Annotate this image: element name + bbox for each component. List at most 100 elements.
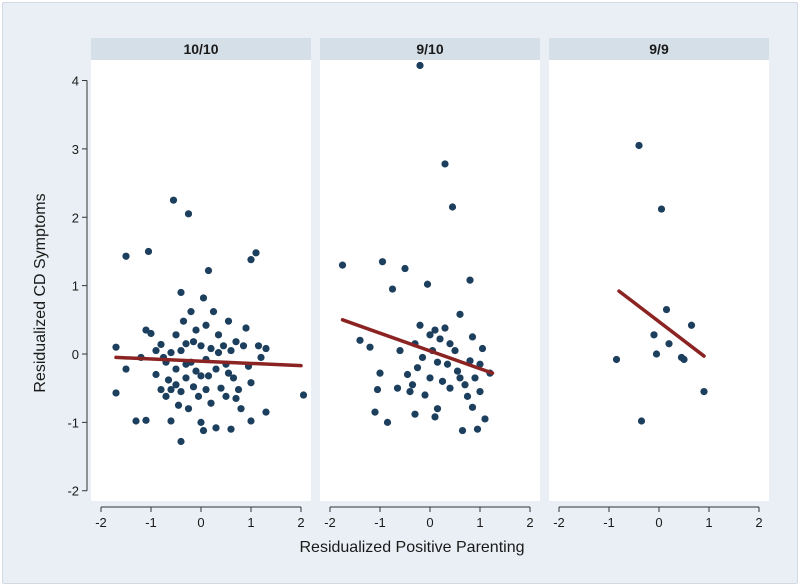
data-point [438,377,447,385]
data-point [167,385,175,394]
panel-plot-area [320,60,540,501]
data-point [177,388,185,396]
data-point [164,376,173,384]
data-point [406,388,414,396]
data-point [199,426,208,435]
data-point [204,372,213,380]
data-point [239,342,248,350]
data-point [152,346,160,355]
data-point [366,343,374,351]
data-point [371,408,379,416]
panel-plot-area [91,60,311,501]
x-tick-label: -2 [553,515,565,530]
y-tick-label: 1 [72,279,79,294]
data-point [448,203,457,211]
data-point [652,350,661,358]
fit-line [114,355,303,368]
data-point [187,308,195,316]
x-tick-label: 2 [755,515,762,530]
data-point [416,321,424,329]
x-tick-label: -2 [95,515,107,530]
panel-header [320,38,540,60]
data-point [416,61,424,70]
data-point [192,326,200,334]
data-point [378,258,387,266]
data-point [431,326,439,334]
data-point [393,384,402,392]
data-point [207,399,215,407]
data-point [383,418,392,426]
data-point [147,329,155,338]
data-point [433,405,442,413]
data-point [227,346,235,355]
data-point [214,331,223,339]
data-point [456,374,464,382]
data-point [254,342,263,350]
x-tick-label: 2 [526,515,533,530]
data-point [177,346,185,355]
x-tick-label: -1 [145,515,157,530]
y-tick-label: 4 [72,74,79,89]
data-point [122,365,130,373]
data-point [172,331,180,339]
data-point [262,408,270,416]
data-point [167,417,175,425]
data-point [650,331,658,339]
data-point [234,385,243,394]
panel-header [91,38,311,60]
data-point [199,294,208,302]
data-point [184,210,193,218]
data-point [423,280,432,288]
x-tick-label: -2 [324,515,336,530]
data-point [197,342,205,350]
data-point [441,324,449,332]
data-point [443,360,452,368]
data-point [189,338,198,346]
data-point [229,374,238,382]
data-point [189,383,198,391]
data-point [242,324,250,332]
data-point [446,384,454,392]
data-point [217,384,225,392]
data-point [388,285,397,293]
x-tick-label: 0 [197,515,204,530]
data-point [112,343,120,351]
data-point [182,340,190,348]
data-point [421,391,429,399]
data-point [637,417,646,425]
data-point [431,413,439,421]
data-point [481,415,489,423]
data-point [413,364,422,372]
data-point [468,403,477,411]
data-point [197,372,205,380]
data-point [471,374,479,382]
x-tick-label: 2 [297,515,304,530]
data-point [373,385,382,394]
data-point [458,426,467,435]
x-tick-label: 0 [655,515,662,530]
data-point [426,374,434,382]
data-point [174,401,183,409]
y-tick-label: 2 [72,210,79,225]
data-point [441,160,449,168]
panel-header [549,38,769,60]
data-point [376,369,384,377]
data-point [635,141,643,150]
data-point [177,288,185,297]
data-point [172,365,180,373]
data-point [426,331,434,339]
data-point [157,385,165,394]
fit-line [340,318,495,375]
data-point [179,317,188,325]
y-tick-label: -1 [67,415,79,430]
data-point [299,391,308,399]
data-point [612,355,621,364]
data-point [212,365,220,373]
data-point [411,410,419,418]
data-point [338,261,347,269]
data-point [401,264,409,273]
data-point [446,340,454,348]
data-point [169,196,178,204]
data-point [232,338,240,346]
data-point [476,360,484,368]
